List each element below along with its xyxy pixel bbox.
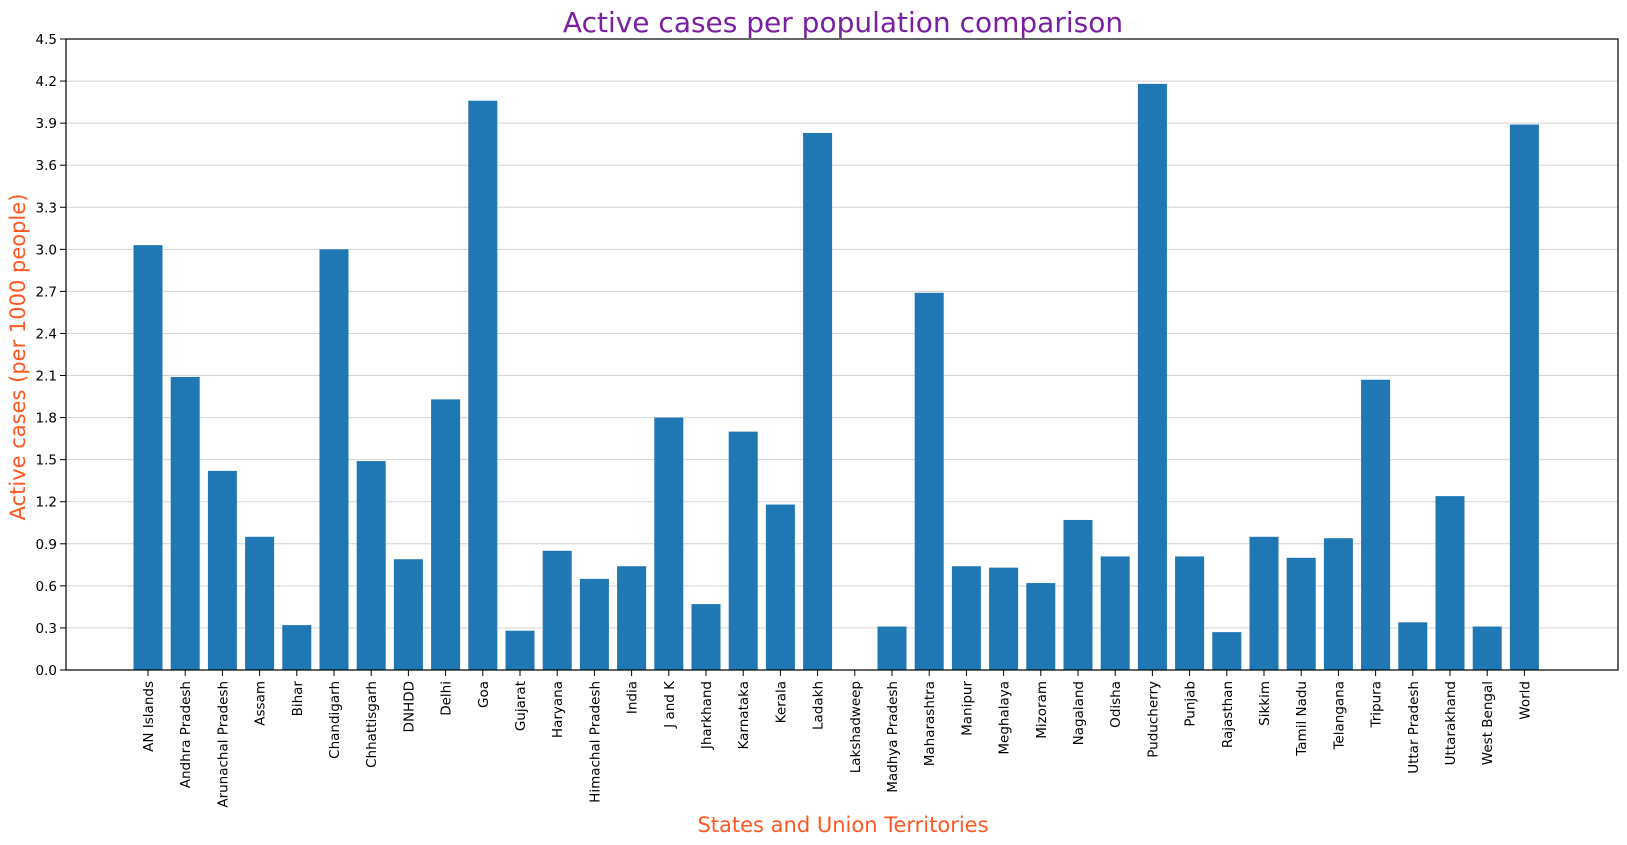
x-tick-label: Bihar [290,681,306,717]
x-tick-label: Nagaland [1071,681,1087,745]
bar [468,100,498,671]
y-tick-label: 3.9 [36,116,57,132]
bar [1286,557,1316,670]
y-tick-label: 2.4 [36,326,57,342]
x-tick-label: Kerala [773,681,789,723]
bar [207,470,237,670]
x-tick-label: Arunachal Pradesh [215,681,231,808]
bar [1509,124,1539,671]
x-tick-label: Uttarakhand [1443,681,1459,765]
bar [356,461,386,670]
bar [765,504,795,670]
y-tick-label: 4.2 [36,74,57,90]
bar [1249,536,1279,670]
x-tick-label: Mizoram [1034,681,1050,739]
plot-frame [65,38,1619,671]
y-tick-label: 0.3 [36,621,57,637]
bar [579,578,609,670]
y-tick-label: 2.7 [36,284,57,300]
y-tick-label: 3.3 [36,200,57,216]
y-tick-label: 0.6 [36,579,57,595]
bar [914,292,944,670]
y-tick-label: 1.2 [36,495,57,511]
x-tick-label: Lakshadweep [848,681,864,773]
x-tick-label: Tripura [1369,681,1385,729]
bar [133,245,163,671]
bar [989,567,1019,670]
bar [951,566,981,670]
x-tick-label: Odisha [1108,681,1124,728]
bar [393,559,423,670]
bar [691,604,721,670]
bar [1137,83,1167,671]
x-tick-label: Gujarat [513,681,529,731]
x-tick-label: Haryana [550,681,566,738]
y-tick-label: 1.8 [36,411,57,427]
y-tick-label: 2.1 [36,369,57,385]
bar [877,626,907,670]
bar [1063,519,1093,670]
x-tick-label: Chhattisgarh [364,681,380,768]
x-tick-label: Ladakh [811,681,827,730]
x-tick-label: Goa [476,681,492,708]
bars [133,83,1539,671]
y-tick-label: 0.0 [36,663,57,679]
x-tick-label: Telangana [1331,681,1347,751]
bar [505,630,535,670]
x-tick-label: Sikkim [1257,681,1273,726]
bar [617,566,647,670]
bar [1472,626,1502,670]
x-tick-label: Rajasthan [1220,681,1236,748]
y-axis-label: Active cases (per 1000 people) [6,194,30,521]
bar [1323,538,1353,670]
y-axis-ticks: 0.0 0.3 0.6 0.9 1.2 1.5 1.8 2.1 2.4 2.7 3.0 3.3 3.6 3… [36,32,66,679]
bar [1361,379,1391,670]
bar [542,550,572,670]
x-tick-label: AN Islands [141,681,157,752]
x-tick-label: India [625,681,641,714]
x-tick-label: Meghalaya [997,681,1013,755]
bar [1212,632,1242,670]
x-tick-label: World [1517,681,1533,720]
x-tick-label: West Bengal [1480,681,1496,765]
x-tick-label: Jharkhand [699,681,715,750]
bar [1398,622,1428,670]
x-tick-label: J and K [662,680,678,729]
x-axis-ticks: AN Islands Andhra Pradesh Arunachal Prades… [141,670,1533,808]
bar [1100,556,1130,670]
x-tick-label: DNHDD [401,681,417,732]
bar [654,417,684,670]
y-tick-label: 4.5 [36,32,57,48]
bar [1026,583,1056,670]
x-tick-label: Puducherry [1145,681,1161,758]
bar [1435,496,1465,670]
x-tick-label: Himachal Pradesh [587,681,603,803]
bar [170,376,200,670]
bar [245,536,275,670]
bar [728,431,758,670]
x-tick-label: Uttar Pradesh [1406,681,1422,774]
bar [319,249,349,671]
x-tick-label: Tamil Nadu [1294,681,1310,757]
chart-title: Active cases per population comparison [563,6,1123,39]
y-tick-label: 0.9 [36,537,57,553]
y-tick-label: 3.0 [36,242,57,258]
bar [431,399,461,670]
x-tick-label: Manipur [959,681,975,736]
x-tick-label: Chandigarh [327,681,343,759]
x-tick-label: Karnataka [736,681,752,749]
x-tick-label: Andhra Pradesh [178,681,194,788]
bar [803,132,833,671]
bar [282,625,312,670]
x-tick-label: Delhi [439,681,455,716]
x-tick-label: Maharashtra [922,681,938,766]
x-tick-label: Assam [253,681,269,726]
x-tick-label: Punjab [1183,681,1199,727]
bar [1175,556,1205,670]
x-tick-label: Madhya Pradesh [885,681,901,793]
y-tick-label: 3.6 [36,158,57,174]
x-axis-label: States and Union Territories [697,813,988,837]
y-tick-label: 1.5 [36,453,57,469]
